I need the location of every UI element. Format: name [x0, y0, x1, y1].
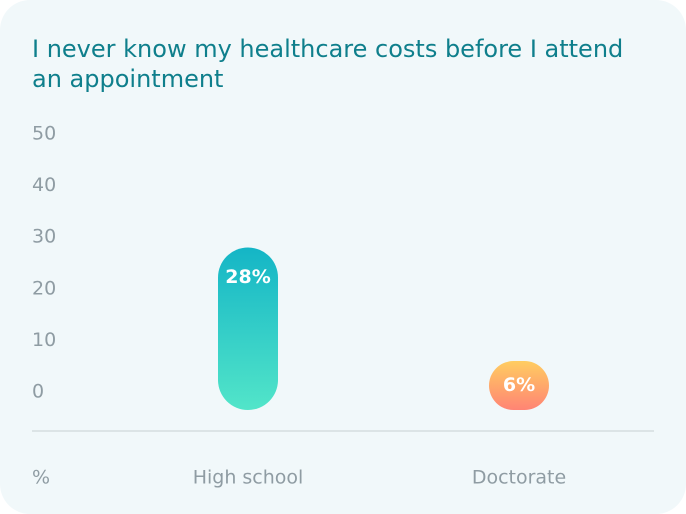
bar	[218, 247, 278, 410]
y-axis-label: %	[32, 467, 50, 489]
x-tick-label: High school	[193, 467, 304, 489]
chart-title: I never know my healthcare costs before …	[32, 35, 624, 93]
bar	[489, 361, 549, 410]
y-tick-label: 10	[32, 329, 56, 351]
x-tick-label: Doctorate	[472, 467, 566, 489]
value-label: 6%	[503, 374, 535, 396]
y-tick-label: 50	[32, 123, 56, 145]
y-tick-label: 40	[32, 174, 56, 196]
y-tick-label: 0	[32, 381, 44, 403]
y-tick-label: 20	[32, 277, 56, 299]
y-tick-label: 30	[32, 226, 56, 248]
value-label: 28%	[225, 266, 270, 288]
